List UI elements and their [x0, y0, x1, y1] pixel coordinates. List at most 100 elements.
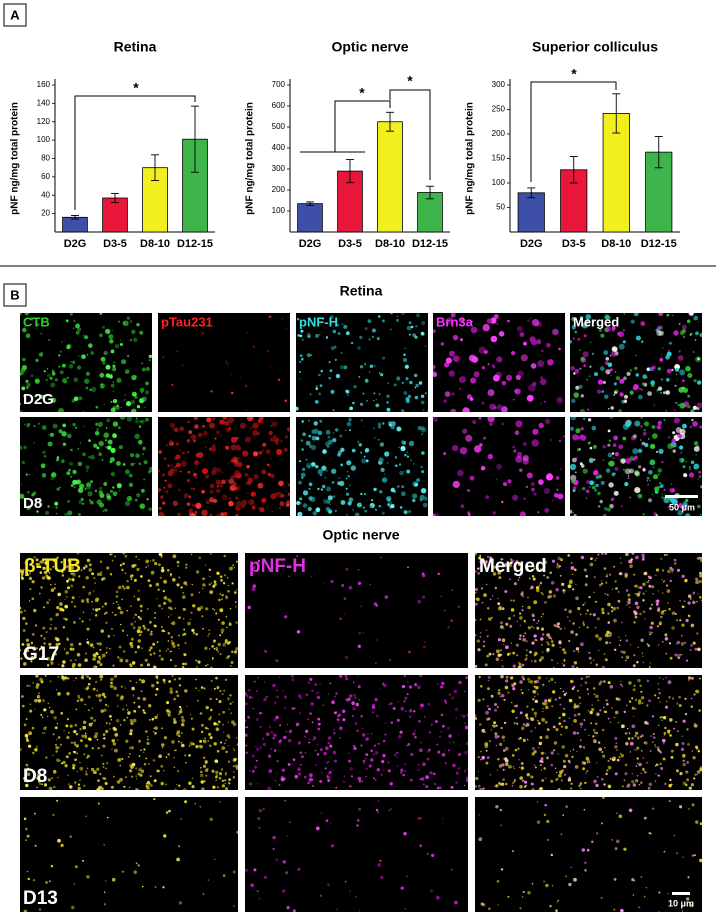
- texture: [371, 499, 373, 501]
- texture: [34, 442, 35, 443]
- texture: [300, 354, 303, 357]
- texture: [552, 885, 553, 886]
- texture: [137, 598, 140, 601]
- texture: [282, 889, 285, 892]
- texture: [154, 612, 156, 614]
- texture: [183, 618, 185, 620]
- texture: [512, 687, 515, 690]
- texture: [29, 685, 30, 686]
- row-label: D8: [23, 766, 47, 787]
- texture: [376, 809, 378, 811]
- texture: [517, 452, 522, 457]
- texture: [157, 714, 158, 715]
- texture: [579, 385, 583, 389]
- texture: [669, 734, 672, 737]
- texture: [527, 739, 529, 741]
- texture: [184, 633, 187, 636]
- texture: [409, 441, 414, 446]
- texture: [325, 767, 327, 769]
- texture: [167, 710, 171, 714]
- texture: [635, 699, 637, 701]
- texture: [97, 643, 99, 645]
- texture: [692, 803, 695, 806]
- texture: [608, 453, 613, 458]
- texture: [541, 779, 544, 782]
- texture: [105, 439, 107, 441]
- texture: [568, 883, 572, 887]
- texture: [182, 451, 185, 454]
- texture: [236, 459, 239, 462]
- texture: [178, 648, 179, 649]
- texture: [44, 370, 46, 372]
- texture: [373, 753, 375, 755]
- texture: [131, 330, 135, 334]
- texture: [177, 730, 181, 734]
- texture: [219, 777, 222, 780]
- texture: [336, 374, 340, 378]
- texture: [109, 723, 111, 725]
- texture: [682, 424, 687, 429]
- texture: [126, 705, 127, 706]
- texture: [93, 719, 96, 722]
- row-label: D2G: [23, 391, 54, 408]
- texture: [48, 442, 53, 447]
- texture: [302, 468, 305, 471]
- texture: [192, 778, 193, 779]
- texture: [541, 592, 543, 594]
- texture: [631, 724, 635, 728]
- texture: [573, 749, 575, 751]
- texture: [497, 880, 500, 883]
- texture: [655, 773, 656, 774]
- texture: [300, 335, 303, 338]
- texture: [556, 397, 563, 404]
- texture: [93, 653, 96, 656]
- texture: [141, 690, 143, 692]
- texture: [565, 805, 568, 808]
- texture: [85, 773, 88, 776]
- texture: [623, 340, 626, 343]
- texture: [120, 609, 122, 611]
- texture: [205, 366, 206, 367]
- texture: [285, 871, 288, 874]
- texture: [212, 417, 215, 420]
- texture: [67, 586, 70, 589]
- texture: [71, 742, 73, 744]
- texture: [34, 699, 37, 702]
- texture: [686, 728, 688, 730]
- texture: [693, 642, 696, 645]
- texture: [158, 512, 164, 518]
- texture: [596, 664, 599, 667]
- texture: [464, 751, 468, 755]
- texture: [219, 593, 221, 595]
- texture: [253, 345, 256, 348]
- texture: [635, 593, 637, 595]
- texture: [276, 449, 282, 455]
- texture: [136, 682, 137, 683]
- texture: [594, 372, 598, 376]
- texture: [111, 786, 114, 789]
- texture: [129, 787, 131, 789]
- texture: [353, 747, 356, 750]
- texture: [662, 493, 664, 495]
- texture: [156, 688, 159, 691]
- texture: [482, 698, 484, 700]
- texture: [503, 740, 504, 741]
- y-tick-label: 600: [272, 101, 286, 110]
- texture: [653, 467, 655, 469]
- texture: [551, 640, 554, 643]
- texture: [389, 506, 392, 509]
- texture: [67, 677, 70, 680]
- texture: [537, 720, 539, 722]
- texture: [682, 736, 683, 737]
- texture: [215, 779, 217, 781]
- texture: [505, 759, 509, 763]
- texture: [691, 461, 694, 464]
- texture: [584, 681, 587, 684]
- texture: [228, 736, 230, 738]
- texture: [226, 627, 228, 629]
- texture: [511, 351, 515, 355]
- texture: [154, 732, 157, 735]
- texture: [307, 333, 311, 337]
- texture: [643, 769, 645, 771]
- texture: [164, 682, 166, 684]
